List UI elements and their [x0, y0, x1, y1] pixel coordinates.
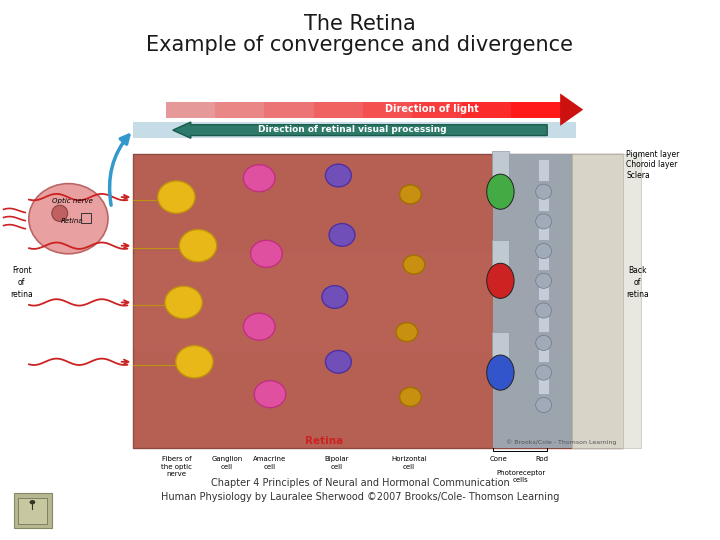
- Ellipse shape: [400, 185, 421, 204]
- Text: Ganglion
cell: Ganglion cell: [211, 456, 243, 470]
- Ellipse shape: [536, 335, 552, 350]
- Ellipse shape: [536, 273, 552, 288]
- Text: Sclera: Sclera: [626, 171, 650, 180]
- Bar: [538, 373, 549, 394]
- Bar: [492, 240, 509, 267]
- Ellipse shape: [179, 230, 217, 262]
- Text: Retina: Retina: [60, 218, 84, 224]
- Bar: [215, 102, 266, 118]
- Bar: [133, 156, 623, 252]
- Bar: [538, 219, 549, 240]
- Ellipse shape: [487, 174, 514, 209]
- FancyArrow shape: [173, 122, 547, 138]
- Ellipse shape: [487, 355, 514, 390]
- Bar: [81, 213, 91, 223]
- Text: Example of convergence and divergence: Example of convergence and divergence: [146, 35, 574, 55]
- Bar: [492, 332, 509, 359]
- Bar: [166, 102, 217, 118]
- Ellipse shape: [29, 184, 108, 254]
- Text: Retina: Retina: [305, 436, 343, 446]
- Bar: [413, 102, 463, 118]
- Ellipse shape: [536, 214, 552, 229]
- Text: The Retina: The Retina: [304, 14, 416, 33]
- Ellipse shape: [158, 181, 195, 213]
- Ellipse shape: [243, 165, 275, 192]
- Ellipse shape: [536, 397, 552, 413]
- Bar: [623, 154, 641, 448]
- Ellipse shape: [487, 263, 514, 298]
- Text: Back
of
retina: Back of retina: [626, 266, 649, 299]
- Text: Bipolar
cell: Bipolar cell: [325, 456, 349, 470]
- Text: Optic nerve: Optic nerve: [52, 198, 92, 204]
- Text: Direction of retinal visual processing: Direction of retinal visual processing: [258, 125, 447, 134]
- Ellipse shape: [536, 303, 552, 318]
- Bar: [492, 151, 509, 178]
- Bar: [14, 493, 52, 528]
- Bar: [538, 310, 549, 332]
- Text: Front
of
retina: Front of retina: [10, 266, 33, 299]
- Bar: [133, 154, 623, 448]
- Bar: [572, 154, 623, 448]
- Bar: [538, 278, 549, 300]
- Ellipse shape: [322, 286, 348, 308]
- Bar: [133, 122, 576, 138]
- Ellipse shape: [396, 322, 418, 341]
- Ellipse shape: [325, 164, 351, 187]
- Text: Choroid layer: Choroid layer: [626, 160, 678, 170]
- Ellipse shape: [52, 205, 68, 221]
- Text: Photoreceptor
cells: Photoreceptor cells: [496, 470, 545, 483]
- Polygon shape: [560, 93, 583, 126]
- Text: Human Physiology by Lauralee Sherwood ©2007 Brooks/Cole- Thomson Learning: Human Physiology by Lauralee Sherwood ©2…: [161, 492, 559, 503]
- Bar: [538, 189, 549, 211]
- Ellipse shape: [325, 350, 351, 373]
- Ellipse shape: [176, 346, 213, 378]
- Bar: [493, 154, 572, 448]
- Text: Pigment layer: Pigment layer: [626, 150, 680, 159]
- Text: Horizontal
cell: Horizontal cell: [391, 456, 427, 470]
- Bar: [133, 254, 623, 350]
- Ellipse shape: [403, 255, 425, 274]
- Bar: [538, 248, 549, 270]
- Text: Amacrine
cell: Amacrine cell: [253, 456, 287, 470]
- Bar: [538, 340, 549, 362]
- Ellipse shape: [254, 381, 286, 408]
- Bar: [462, 102, 513, 118]
- Bar: [264, 102, 315, 118]
- Ellipse shape: [329, 224, 355, 246]
- Ellipse shape: [251, 240, 282, 267]
- Ellipse shape: [536, 184, 552, 199]
- Ellipse shape: [536, 244, 552, 259]
- Bar: [363, 102, 414, 118]
- Ellipse shape: [400, 388, 421, 406]
- Bar: [133, 352, 623, 448]
- Text: Direction of light: Direction of light: [385, 104, 479, 114]
- Ellipse shape: [165, 286, 202, 319]
- Text: Rod: Rod: [535, 456, 548, 462]
- Ellipse shape: [243, 313, 275, 340]
- Bar: [538, 159, 549, 181]
- Bar: [511, 102, 562, 118]
- Text: Fibers of
the optic
nerve: Fibers of the optic nerve: [161, 456, 192, 477]
- Bar: [314, 102, 364, 118]
- Ellipse shape: [536, 365, 552, 380]
- Bar: [18, 498, 47, 524]
- Circle shape: [30, 500, 35, 504]
- Text: Chapter 4 Principles of Neural and Hormonal Communication: Chapter 4 Principles of Neural and Hormo…: [211, 478, 509, 488]
- Text: © Brooks/Cole - Thomson Learning: © Brooks/Cole - Thomson Learning: [506, 439, 617, 445]
- Text: Cone: Cone: [490, 456, 508, 462]
